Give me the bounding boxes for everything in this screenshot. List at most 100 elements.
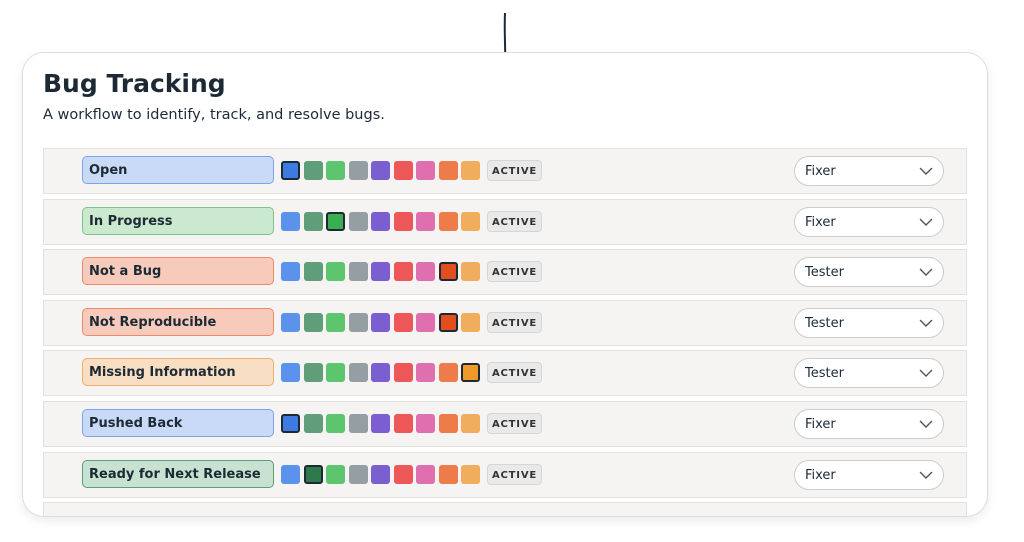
color-swatch[interactable] (393, 414, 413, 433)
color-swatch[interactable] (461, 464, 480, 484)
color-swatch[interactable] (438, 414, 458, 433)
color-swatch[interactable] (348, 363, 368, 383)
color-swatch[interactable] (461, 363, 480, 383)
color-swatch[interactable] (393, 464, 413, 484)
color-swatch[interactable] (303, 312, 323, 332)
workflow-row: In Progress ACTIVE Fixer (43, 198, 967, 245)
color-swatch[interactable] (416, 414, 435, 433)
workflow-row (43, 502, 967, 516)
chevron (919, 369, 933, 378)
color-swatch[interactable] (461, 262, 480, 282)
color-swatch[interactable] (438, 211, 458, 231)
role-dropdown[interactable]: Fixer (794, 459, 944, 490)
color-swatch[interactable] (348, 414, 368, 433)
workflow-row: Pushed Back ACTIVE Fixer (43, 401, 967, 447)
chevron (919, 167, 933, 175)
color-swatch[interactable] (303, 414, 323, 433)
status-label[interactable]: Pushed Back (82, 409, 274, 437)
status-badge: ACTIVE (487, 463, 542, 485)
color-swatch[interactable] (416, 211, 435, 231)
color-swatch[interactable] (303, 464, 323, 484)
color-swatch[interactable] (371, 161, 390, 180)
color-swatch[interactable] (281, 414, 300, 433)
role-dropdown[interactable]: Fixer (794, 156, 944, 186)
color-swatch[interactable] (371, 363, 390, 383)
color-swatch[interactable] (416, 262, 435, 282)
status-label[interactable]: Missing Information (82, 358, 274, 387)
color-swatch[interactable] (371, 211, 390, 231)
color-swatch[interactable] (326, 312, 345, 332)
color-swatch[interactable] (348, 312, 368, 332)
color-swatch[interactable] (438, 262, 458, 282)
color-swatch[interactable] (461, 161, 480, 180)
role-dropdown[interactable]: Tester (794, 307, 944, 338)
color-swatch[interactable] (281, 312, 300, 332)
color-swatch[interactable] (461, 211, 480, 231)
color-swatch[interactable] (348, 211, 368, 231)
color-swatch[interactable] (303, 211, 323, 231)
status-badge: ACTIVE (487, 160, 542, 181)
color-swatch[interactable] (393, 262, 413, 282)
role-dropdown[interactable]: Tester (794, 257, 944, 288)
status-label[interactable]: Ready for Next Release (82, 459, 274, 488)
color-swatch[interactable] (393, 211, 413, 231)
color-swatch[interactable] (326, 262, 345, 282)
color-swatch[interactable] (438, 312, 458, 332)
status-label[interactable]: Not a Bug (82, 257, 274, 286)
color-swatch[interactable] (393, 363, 413, 383)
workflow-row: Not a Bug ACTIVE Tester (43, 249, 967, 296)
color-swatch[interactable] (461, 414, 480, 433)
color-swatch[interactable] (281, 262, 300, 282)
chevron (919, 319, 933, 327)
color-swatch[interactable] (326, 161, 345, 180)
role-dropdown[interactable]: Fixer (794, 206, 944, 237)
workflow-row: Open ACTIVE Fixer (43, 148, 967, 194)
chevron (919, 420, 933, 428)
status-label[interactable]: Open (82, 156, 274, 184)
color-swatch[interactable] (348, 464, 368, 484)
color-swatch[interactable] (303, 262, 323, 282)
color-swatch[interactable] (326, 363, 345, 383)
chevron (919, 218, 933, 226)
color-swatch[interactable] (281, 363, 300, 383)
color-swatch[interactable] (393, 161, 413, 180)
color-swatch[interactable] (438, 464, 458, 484)
color-swatch[interactable] (303, 363, 323, 383)
color-swatch[interactable] (371, 414, 390, 433)
status-label[interactable]: Not Reproducible (82, 307, 274, 336)
workflow-row: Ready for Next Release ACTIVE Fixer (43, 451, 967, 498)
color-swatch[interactable] (281, 211, 300, 231)
color-swatch[interactable] (348, 262, 368, 282)
color-swatch[interactable] (416, 312, 435, 332)
card: Bug Tracking A workflow to identify, tra… (22, 52, 988, 517)
color-swatch[interactable] (281, 161, 300, 180)
color-swatch[interactable] (326, 414, 345, 433)
role-dropdown[interactable]: Fixer (794, 409, 944, 439)
color-swatch[interactable] (371, 312, 390, 332)
title: Bug Tracking (43, 69, 226, 98)
chevron (919, 471, 933, 479)
color-swatch[interactable] (371, 262, 390, 282)
status-badge: ACTIVE (487, 362, 542, 384)
color-swatch[interactable] (461, 312, 480, 332)
color-swatch[interactable] (393, 312, 413, 332)
color-swatch[interactable] (326, 464, 345, 484)
color-swatch[interactable] (416, 464, 435, 484)
role-dropdown[interactable]: Tester (794, 358, 944, 389)
status-label[interactable]: In Progress (82, 206, 274, 235)
color-swatch[interactable] (326, 211, 345, 231)
status-badge: ACTIVE (487, 311, 542, 333)
color-swatch[interactable] (438, 363, 458, 383)
color-swatch[interactable] (303, 161, 323, 180)
subtitle: A workflow to identify, track, and resol… (43, 107, 385, 123)
status-badge: ACTIVE (487, 261, 542, 283)
workflow-row: Not Reproducible ACTIVE Tester (43, 299, 967, 346)
color-swatch[interactable] (438, 161, 458, 180)
color-swatch[interactable] (416, 161, 435, 180)
color-swatch[interactable] (348, 161, 368, 180)
chevron (919, 268, 933, 277)
color-swatch[interactable] (281, 464, 300, 484)
color-swatch[interactable] (416, 363, 435, 383)
color-swatch[interactable] (371, 464, 390, 484)
